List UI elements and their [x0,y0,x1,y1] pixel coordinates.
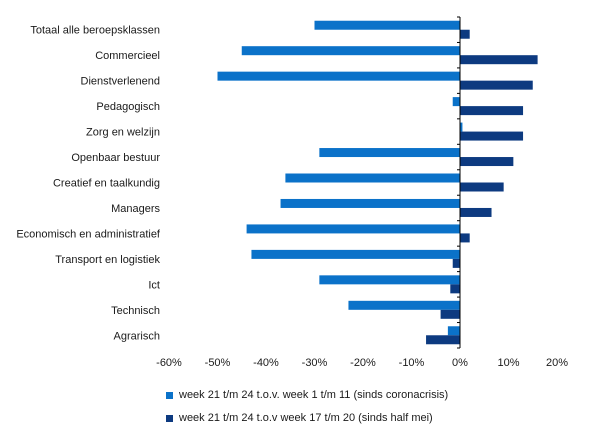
x-tick-label-6: 0% [452,357,468,369]
x-tick-label-5: -10% [399,357,425,369]
bar-series-1-3 [452,97,460,107]
x-tick-label-3: -30% [302,357,328,369]
bar-series-1-2 [217,71,460,81]
bar-series-2-0 [460,29,470,39]
legend-swatch-series-2 [166,414,173,422]
bar-series-1-8 [246,224,460,234]
bar-series-2-1 [460,55,538,65]
bar-series-1-5 [319,148,460,158]
category-label-6: Creatief en taalkundig [53,178,160,190]
bar-series-1-9 [251,249,460,259]
bar-series-1-4 [460,122,463,132]
category-label-2: Dienstverlenend [81,76,161,88]
bar-series-2-4 [460,131,524,141]
x-tick-label-2: -40% [253,357,279,369]
x-tick-label-7: 10% [497,357,519,369]
x-tick-label-4: -20% [350,357,376,369]
bar-series-2-7 [460,207,492,217]
bar-series-1-11 [348,300,460,310]
bar-series-1-6 [285,173,460,183]
bar-series-2-11 [440,309,460,319]
bar-series-1-0 [314,20,460,30]
category-label-4: Zorg en welzijn [86,127,160,139]
category-label-12: Agrarisch [114,330,160,342]
category-label-7: Managers [111,203,160,215]
bar-series-1-10 [319,275,460,285]
bar-series-2-12 [426,335,460,345]
category-label-1: Commercieel [95,50,160,62]
bar-series-1-7 [280,198,460,208]
category-label-10: Ict [148,279,160,291]
category-label-5: Openbaar bestuur [71,152,160,164]
x-tick-label-1: -50% [205,357,231,369]
category-label-0: Totaal alle beroepsklassen [30,25,160,37]
legend-item-series-2: week 21 t/m 24 t.o.v week 17 t/m 20 (sin… [166,412,433,424]
category-label-11: Technisch [111,305,160,317]
legend-item-series-1: week 21 t/m 24 t.o.v. week 1 t/m 11 (sin… [166,389,448,401]
category-label-3: Pedagogisch [96,101,160,113]
bar-series-2-2 [460,80,533,90]
x-tick-label-0: -60% [156,357,182,369]
legend-swatch-series-1 [166,391,173,399]
bar-series-2-9 [452,258,460,268]
x-tick-label-8: 20% [546,357,568,369]
legend-label-series-1: week 21 t/m 24 t.o.v. week 1 t/m 11 (sin… [179,389,449,401]
bar-series-2-8 [460,233,470,243]
bar-series-1-12 [447,326,460,336]
category-label-8: Economisch en administratief [16,228,161,240]
category-label-9: Transport en logistiek [55,254,160,266]
legend-label-series-2: week 21 t/m 24 t.o.v week 17 t/m 20 (sin… [179,412,433,424]
bar-series-2-10 [450,284,460,294]
bar-series-2-3 [460,106,524,116]
bar-series-2-6 [460,182,504,192]
bar-series-1-1 [241,46,460,56]
bar-series-2-5 [460,157,514,167]
